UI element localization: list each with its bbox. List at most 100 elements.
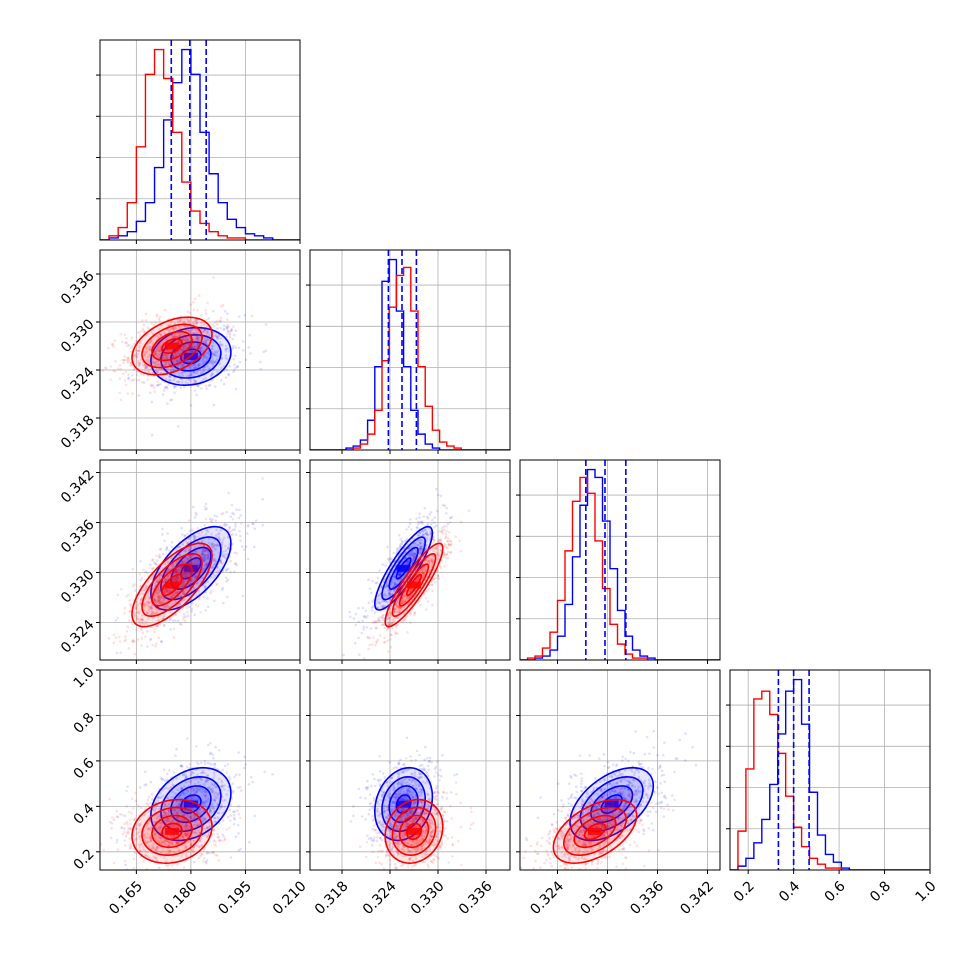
- scatter-point: [178, 569, 181, 572]
- scatter-point: [206, 836, 209, 839]
- scatter-point: [216, 802, 220, 806]
- scatter-point: [212, 828, 216, 832]
- scatter-point: [154, 361, 157, 364]
- scatter-point: [183, 370, 187, 374]
- scatter-point: [185, 813, 189, 816]
- scatter-point: [264, 323, 268, 326]
- scatter-point: [195, 844, 198, 847]
- scatter-point: [205, 330, 209, 334]
- scatter-point: [387, 650, 390, 653]
- scatter-point: [150, 587, 154, 591]
- scatter-point: [196, 773, 199, 777]
- scatter-point: [123, 639, 127, 643]
- scatter-point: [131, 374, 134, 377]
- scatter-point: [158, 333, 162, 337]
- scatter-point: [430, 583, 434, 586]
- scatter-point: [395, 601, 399, 605]
- scatter-point: [161, 356, 165, 360]
- scatter-point: [167, 375, 171, 378]
- scatter-point: [195, 321, 199, 325]
- scatter-point: [118, 363, 122, 367]
- scatter-point: [217, 811, 220, 815]
- scatter-point: [204, 308, 207, 312]
- scatter-point: [154, 351, 158, 354]
- scatter-point: [173, 327, 176, 330]
- scatter-point: [249, 775, 253, 779]
- scatter-point: [382, 623, 385, 626]
- scatter-point: [157, 555, 161, 559]
- scatter-point: [198, 596, 201, 600]
- scatter-point: [176, 811, 179, 815]
- scatter-point: [201, 800, 205, 804]
- scatter-point: [446, 550, 450, 554]
- scatter-point: [195, 513, 198, 516]
- scatter-point: [193, 534, 196, 538]
- scatter-point: [210, 851, 214, 855]
- contour-series-1: [151, 330, 193, 362]
- scatter-point: [203, 505, 207, 508]
- scatter-point: [181, 572, 185, 576]
- scatter-point: [382, 613, 385, 617]
- scatter-point: [403, 600, 406, 603]
- scatter-point: [180, 565, 184, 569]
- scatter-point: [156, 370, 160, 373]
- scatter-point: [126, 361, 130, 364]
- scatter-point: [198, 788, 202, 792]
- scatter-point: [189, 583, 192, 587]
- scatter-point: [149, 837, 153, 841]
- scatter-point: [155, 849, 159, 852]
- scatter-point: [209, 751, 213, 755]
- scatter-point: [154, 607, 158, 611]
- scatter-point: [124, 341, 127, 344]
- scatter-point: [170, 546, 174, 549]
- scatter-point: [362, 615, 366, 618]
- contour-series-1: [406, 573, 422, 597]
- scatter-point: [244, 763, 248, 766]
- scatter-point: [186, 574, 189, 578]
- scatter-point: [175, 561, 178, 564]
- scatter-point: [378, 616, 381, 619]
- scatter-point: [206, 564, 209, 568]
- scatter-point: [191, 346, 195, 349]
- scatter-point: [142, 603, 146, 607]
- scatter-point: [401, 563, 405, 567]
- scatter-point: [213, 795, 217, 798]
- scatter-point: [174, 385, 178, 389]
- scatter-point: [124, 383, 128, 387]
- scatter-point: [197, 564, 200, 567]
- scatter-point: [387, 592, 391, 596]
- scatter-point: [153, 805, 157, 809]
- scatter-point: [234, 329, 238, 333]
- scatter-point: [226, 529, 230, 532]
- scatter-point: [155, 847, 158, 851]
- scatter-point: [174, 569, 178, 573]
- scatter-point: [146, 604, 149, 607]
- scatter-point: [183, 534, 186, 538]
- scatter-point: [187, 341, 191, 344]
- scatter-point: [168, 618, 172, 621]
- scatter-point: [213, 353, 217, 357]
- scatter-point: [432, 541, 436, 545]
- scatter-point: [184, 575, 188, 579]
- scatter-point: [198, 363, 201, 367]
- scatter-point: [187, 814, 190, 818]
- scatter-point: [176, 576, 179, 579]
- scatter-point: [188, 311, 192, 315]
- scatter-point: [175, 569, 179, 573]
- scatter-point: [169, 628, 172, 631]
- scatter-point: [203, 556, 207, 560]
- scatter-point: [95, 671, 98, 674]
- scatter-point: [151, 576, 155, 580]
- scatter-point: [192, 536, 196, 539]
- scatter-point: [167, 597, 170, 601]
- scatter-point: [202, 331, 206, 334]
- scatter-point: [157, 585, 161, 588]
- scatter-point: [178, 327, 181, 331]
- scatter-point: [218, 362, 222, 366]
- scatter-point: [221, 768, 224, 772]
- scatter-point: [213, 563, 217, 566]
- scatter-point: [219, 560, 223, 563]
- scatter-point: [204, 549, 207, 552]
- scatter-point: [207, 537, 211, 541]
- scatter-point: [443, 553, 447, 557]
